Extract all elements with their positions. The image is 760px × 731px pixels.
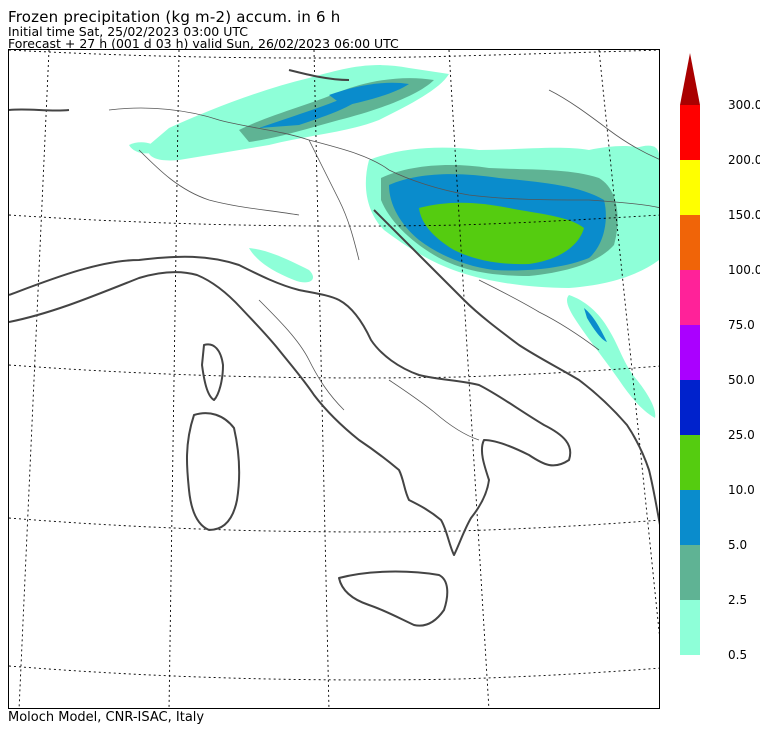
borders	[108, 89, 659, 441]
colorbar-swatch	[680, 380, 700, 435]
colorbar-label: 25.0	[728, 428, 755, 442]
colorbar-swatch	[680, 545, 700, 600]
colorbar-swatch	[680, 325, 700, 380]
colorbar-label: 5.0	[728, 538, 748, 552]
sicily	[338, 570, 449, 627]
colorbar-swatch	[680, 490, 700, 545]
colorbar-label: 0.5	[728, 648, 748, 662]
colorbar-label: 75.0	[728, 318, 755, 332]
coastlines	[9, 69, 659, 627]
forecast-valid-text: Forecast + 27 h (001 d 03 h) valid Sun, …	[8, 36, 399, 51]
map-canvas	[9, 50, 659, 708]
colorbar-swatch	[680, 160, 700, 215]
alps-coast-north	[9, 69, 350, 112]
sardinia	[185, 412, 241, 531]
colorbar-swatch	[680, 215, 700, 270]
map-panel	[8, 49, 660, 709]
colorbar-swatch	[680, 600, 700, 655]
colorbar-label: 300.0	[728, 98, 760, 112]
colorbar-label: 200.0	[728, 153, 760, 167]
corsica	[201, 343, 224, 401]
colorbar-label: 50.0	[728, 373, 755, 387]
colorbar	[680, 53, 700, 655]
colorbar-label: 150.0	[728, 208, 760, 222]
colorbar-swatch	[680, 270, 700, 325]
colorbar-label: 10.0	[728, 483, 755, 497]
map-title: Frozen precipitation (kg m-2) accum. in …	[8, 8, 341, 26]
colorbar-swatch	[680, 435, 700, 490]
colorbar-swatch	[680, 105, 700, 160]
precip-shading	[129, 65, 659, 418]
italy-coastline	[9, 255, 572, 556]
model-credit: Moloch Model, CNR-ISAC, Italy	[8, 710, 205, 725]
colorbar-label: 100.0	[728, 263, 760, 277]
initial-time-text: Initial time Sat, 25/02/2023 03:00 UTC	[8, 24, 249, 39]
balkan-coast	[373, 209, 659, 525]
precip-area-montenegro	[566, 295, 656, 418]
graticule	[9, 50, 659, 708]
colorbar-arrow	[680, 53, 700, 105]
colorbar-label: 2.5	[728, 593, 748, 607]
